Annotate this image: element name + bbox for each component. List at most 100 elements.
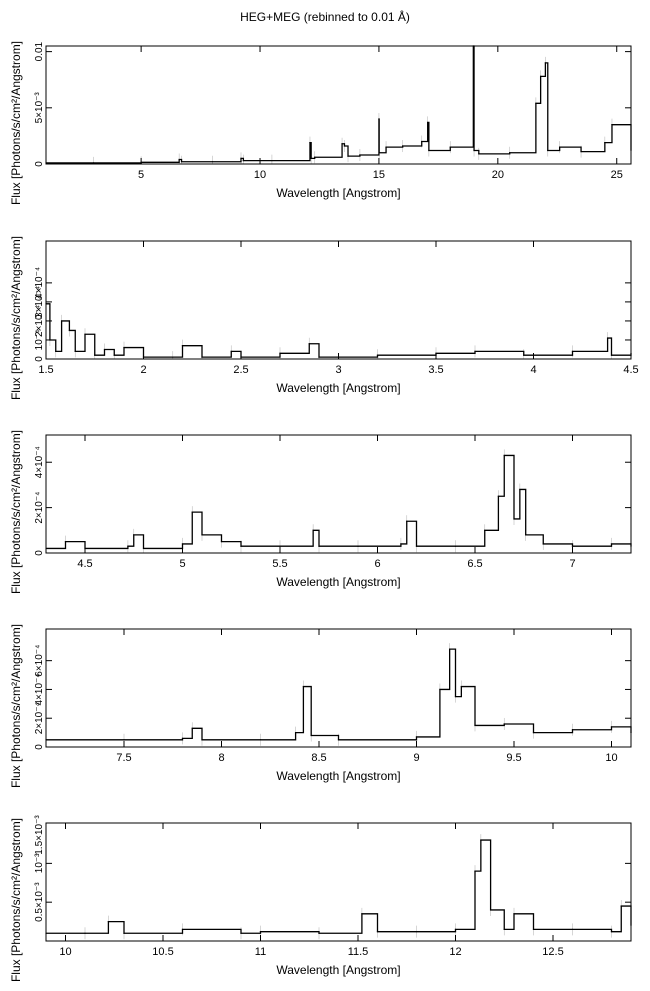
data-point xyxy=(571,928,574,930)
x-tick-label: 15 xyxy=(373,169,385,181)
x-tick-label: 10 xyxy=(59,946,71,958)
y-tick-label: 0.5×10⁻³ xyxy=(34,882,45,922)
data-point xyxy=(309,142,311,144)
panel-3: 4.5 5 5.5 6 6.5 7 0 2×10⁻⁴ 4×10⁻⁴ Wavelength [Ang… xyxy=(0,419,650,599)
data-point xyxy=(68,329,70,332)
data-point xyxy=(361,913,363,915)
data-point xyxy=(271,160,273,162)
data-point xyxy=(402,145,404,147)
x-tick-label: 10.5 xyxy=(152,946,173,958)
data-point xyxy=(449,648,451,650)
data-point xyxy=(497,495,499,497)
data-point xyxy=(385,146,387,148)
x-tick-label: 5 xyxy=(138,169,144,181)
x-tick-label: 10 xyxy=(605,752,617,764)
x-tick-label: 25 xyxy=(611,169,623,181)
data-point xyxy=(312,529,314,531)
x-tick-label: 2.5 xyxy=(233,364,248,376)
x-tick-label: 20 xyxy=(492,169,504,181)
y-tick-label: 10⁻³ xyxy=(34,853,45,873)
data-point xyxy=(559,146,561,148)
y-tick-label: 10⁻⁴ xyxy=(34,330,45,351)
data-point xyxy=(611,124,613,126)
data-point xyxy=(240,545,242,547)
data-point xyxy=(532,928,535,930)
y-tick-label: 2×10⁻⁴ xyxy=(34,492,45,524)
plot-frame xyxy=(45,434,632,554)
data-point xyxy=(61,320,63,322)
data-point xyxy=(610,543,613,545)
data-point xyxy=(571,350,574,352)
data-point xyxy=(503,723,505,725)
data-point xyxy=(620,905,622,907)
data-point xyxy=(211,161,214,163)
data-point xyxy=(191,727,193,729)
data-point xyxy=(406,520,408,522)
data-point xyxy=(376,931,379,933)
data-point xyxy=(310,157,312,159)
x-axis-label: Wavelength [Angstrom] xyxy=(276,381,400,395)
data-point xyxy=(308,343,310,345)
data-point xyxy=(540,75,542,77)
panel-5: 10 10.5 11 11.5 12 12.5 0.5×10⁻³ 10⁻³ 1.5×10⁻³ Wa… xyxy=(0,807,650,987)
data-point xyxy=(542,543,544,545)
x-tick-label: 9 xyxy=(413,752,419,764)
x-tick-label: 12.5 xyxy=(542,946,563,958)
y-axis-label: Flux [Photons/s/cm²/Angstrom] xyxy=(9,818,23,982)
data-point xyxy=(480,839,482,841)
plot-frame xyxy=(45,822,632,942)
data-point xyxy=(181,737,184,739)
y-tick-label: 4×10⁻⁴ xyxy=(34,267,45,299)
error-bars xyxy=(45,834,632,940)
y-tick-label: 0.01 xyxy=(34,41,45,61)
data-point xyxy=(523,354,525,356)
x-tick-label: 2 xyxy=(140,364,146,376)
data-point xyxy=(191,511,193,513)
y-tick-label: 2×10⁻⁴ xyxy=(34,702,45,734)
data-point xyxy=(279,352,281,354)
data-point xyxy=(74,350,76,352)
data-point xyxy=(341,143,343,145)
data-point xyxy=(302,685,304,688)
data-point xyxy=(123,346,125,349)
data-point xyxy=(427,121,429,124)
data-point xyxy=(376,354,379,356)
data-point xyxy=(279,545,281,547)
data-point xyxy=(310,734,312,737)
data-point xyxy=(474,724,476,727)
error-bars xyxy=(45,643,632,746)
spectrum-line xyxy=(46,454,632,550)
data-point xyxy=(178,158,180,161)
data-point xyxy=(314,156,316,158)
data-point xyxy=(295,732,297,734)
data-point xyxy=(503,928,505,930)
plot-frame xyxy=(45,628,632,748)
x-tick-label: 6 xyxy=(374,558,380,570)
data-point xyxy=(378,118,380,120)
data-point xyxy=(428,149,430,152)
y-axis-label: Flux [Photons/s/cm²/Angstrom] xyxy=(9,236,23,400)
data-point xyxy=(123,932,125,934)
plot-frame xyxy=(45,240,632,360)
data-point xyxy=(490,909,492,911)
panel-4: 7.5 8 8.5 9 9.5 10 0 2×10⁻⁴ 4×10⁻⁴ 6×10⁻⁴ Waveleng… xyxy=(0,613,650,793)
data-point xyxy=(337,739,340,741)
y-axis-label: Flux [Photons/s/cm²/Angstrom] xyxy=(9,430,23,594)
data-point xyxy=(454,545,457,547)
x-tick-label: 11 xyxy=(255,946,266,958)
data-point xyxy=(84,333,86,335)
data-point xyxy=(454,928,457,930)
data-point xyxy=(415,736,418,738)
spectrum-line xyxy=(46,303,632,358)
x-axis-label: Wavelength [Angstrom] xyxy=(276,769,400,783)
spectrum-line xyxy=(46,648,632,741)
y-tick-label: 4×10⁻⁴ xyxy=(34,673,45,705)
data-point xyxy=(439,688,441,691)
data-point xyxy=(503,454,505,457)
x-tick-label: 10 xyxy=(254,169,266,181)
data-point xyxy=(84,932,86,934)
data-point xyxy=(519,488,521,491)
x-tick-label: 4.5 xyxy=(623,364,638,376)
data-point xyxy=(55,350,57,352)
panel-2: 1.5 2 2.5 3 3.5 4 4.5 0 10⁻⁴ 2×10⁻⁴ 3×10⁻⁴ 4×10⁻⁴ Wa… xyxy=(0,225,650,405)
